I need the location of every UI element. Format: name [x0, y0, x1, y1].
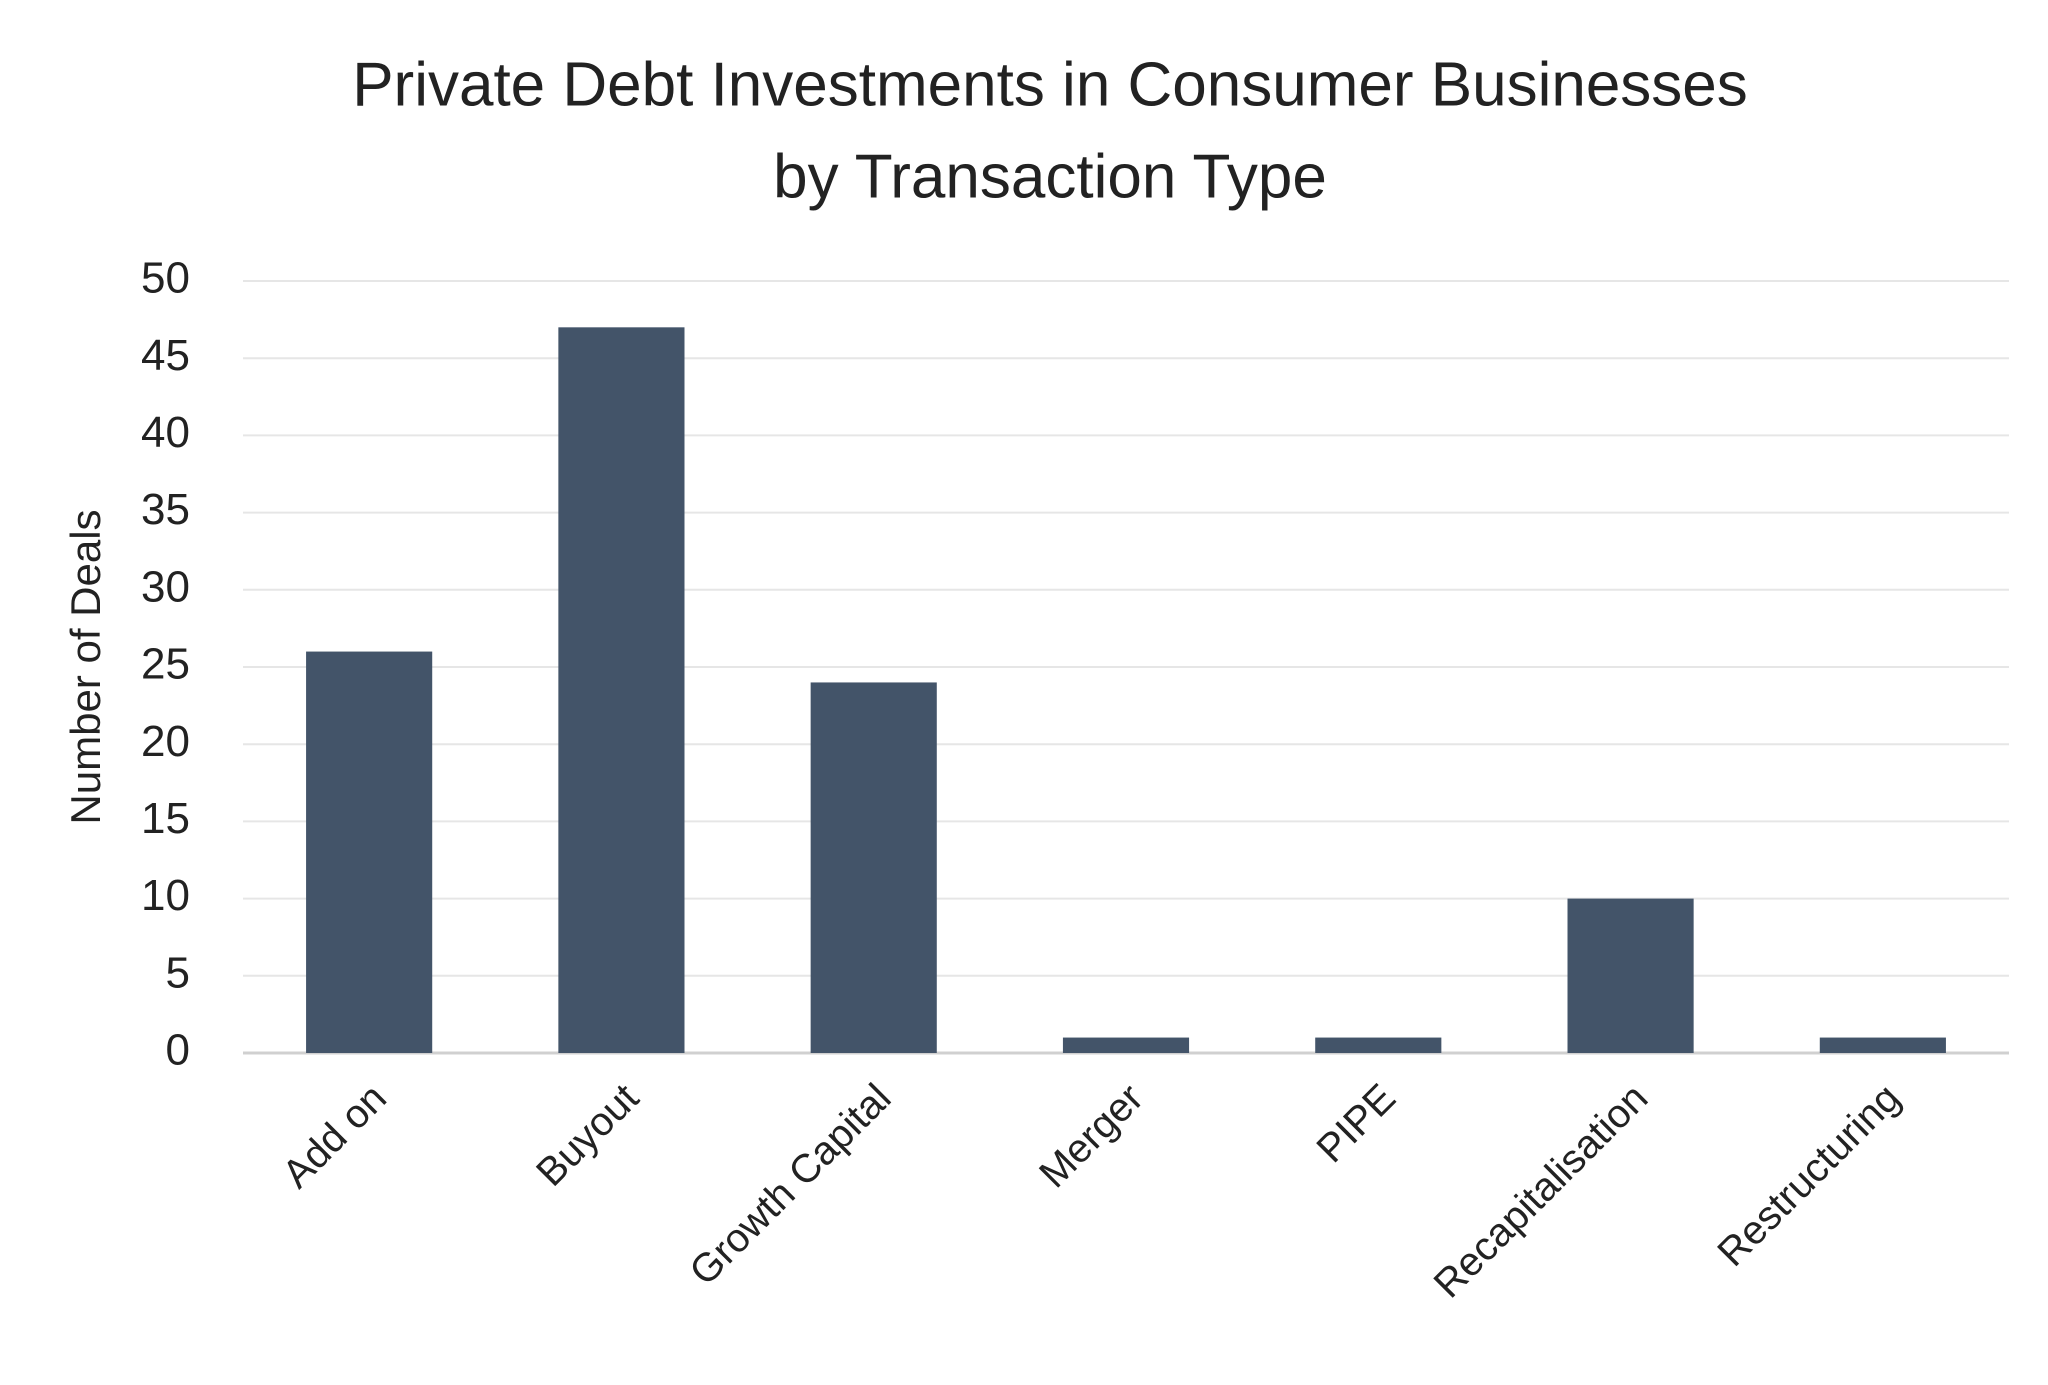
x-tick-label: Buyout — [528, 1076, 647, 1195]
y-tick-label: 10 — [141, 871, 190, 920]
y-tick-label: 35 — [141, 485, 190, 534]
y-axis-label: Number of Deals — [62, 509, 109, 824]
bar — [1315, 1037, 1442, 1053]
y-tick-label: 30 — [141, 562, 190, 611]
y-tick-label: 50 — [141, 254, 190, 303]
bar — [558, 327, 685, 1053]
x-tick-label: PIPE — [1309, 1076, 1405, 1172]
bar — [1062, 1037, 1190, 1053]
chart-title: Private Debt Investments in Consumer Bus… — [352, 50, 1748, 119]
x-tick-label: Merger — [1031, 1076, 1152, 1197]
x-tick-label: Restructuring — [1709, 1076, 1908, 1275]
x-tick-label: Growth Capital — [681, 1076, 899, 1294]
x-tick-label: Add on — [274, 1076, 395, 1197]
y-tick-label: 40 — [141, 408, 190, 457]
y-tick-label: 45 — [141, 331, 190, 380]
x-tick-label: Recapitalisation — [1426, 1076, 1657, 1307]
y-tick-label: 0 — [166, 1026, 190, 1075]
bar — [306, 651, 433, 1053]
y-tick-label: 20 — [141, 717, 190, 766]
chart-title: by Transaction Type — [773, 142, 1327, 211]
bar — [1819, 1037, 1946, 1053]
y-tick-label: 15 — [141, 794, 190, 843]
y-tick-label: 5 — [166, 948, 190, 997]
bar — [810, 682, 937, 1053]
bar — [1567, 898, 1694, 1053]
y-tick-label: 25 — [141, 640, 190, 689]
